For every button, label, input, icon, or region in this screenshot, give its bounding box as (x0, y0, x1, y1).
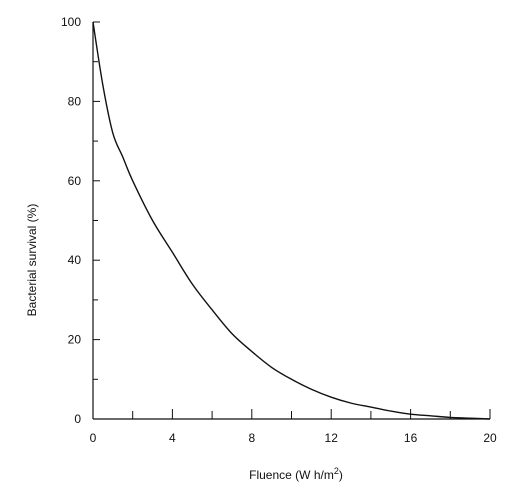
x-axis-label-tail: ) (339, 468, 343, 482)
y-tick-label: 80 (68, 94, 82, 108)
x-axis-ticks: 0 4 8 12 16 20 (90, 409, 497, 445)
x-axis-label-main: Fluence (W h/m (249, 468, 334, 482)
x-axis-label-sup: 2 (334, 466, 339, 476)
x-tick-label: 4 (169, 431, 176, 445)
survival-curve (92, 21, 491, 420)
y-tick-label: 60 (68, 174, 82, 188)
x-tick-label: 0 (90, 431, 97, 445)
y-tick-label: 0 (74, 412, 81, 426)
y-tick-label: 100 (61, 15, 81, 29)
y-tick-label: 20 (68, 333, 82, 347)
x-tick-label: 20 (483, 431, 497, 445)
y-axis-ticks: 0 20 40 60 80 100 (61, 15, 100, 426)
x-tick-label: 12 (325, 431, 339, 445)
x-tick-label: 16 (404, 431, 418, 445)
x-tick-label: 8 (248, 431, 255, 445)
y-tick-label: 40 (68, 253, 82, 267)
y-axis-label: Bacterial survival (%) (25, 204, 39, 317)
x-axis-label: Fluence (W h/m2) (249, 466, 343, 482)
